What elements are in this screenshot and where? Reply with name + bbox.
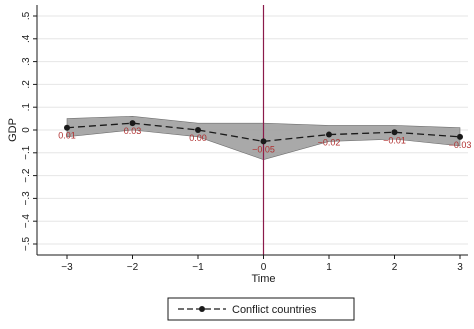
legend-box	[167, 297, 355, 321]
x-ticks: −3 −2 −1 0 1 2 3	[61, 255, 463, 273]
data-label: 0.03	[124, 126, 142, 136]
x-tick-label: −1	[192, 262, 204, 273]
data-point	[129, 120, 136, 127]
y-tick-label: −.3	[21, 191, 32, 206]
y-tick-label: .1	[21, 103, 32, 112]
y-tick-label: 0	[21, 127, 32, 133]
y-axis-title: GDP	[7, 118, 19, 142]
data-point	[326, 131, 332, 138]
x-tick-label: 0	[261, 262, 267, 273]
y-tick-label: −.1	[21, 145, 32, 160]
data-label: 0.01	[58, 131, 76, 141]
x-axis-title: Time	[251, 273, 275, 285]
x-tick-label: 2	[392, 262, 398, 273]
x-tick-label: 3	[457, 262, 463, 273]
y-tick-label: −.2	[21, 168, 32, 183]
x-tick-label: 1	[326, 262, 332, 273]
data-labels: 0.01 0.03 0.00 −0.05 −0.02 −0.01 −0.03	[58, 126, 471, 154]
data-point	[391, 129, 398, 136]
y-tick-label: −.4	[21, 214, 32, 229]
data-label: −0.01	[383, 135, 406, 145]
y-tick-label: .5	[21, 11, 32, 20]
data-label: −0.05	[252, 144, 275, 154]
x-tick-label: −2	[127, 262, 139, 273]
data-point	[195, 127, 201, 133]
series-group	[64, 120, 463, 145]
y-tick-label: .4	[21, 34, 32, 43]
y-ticks: .5 .4 .3 .2 .1 0 −.1 −.2 −.3 −.4 −.5	[21, 11, 37, 251]
x-tick-label: −3	[61, 262, 73, 273]
data-point	[260, 138, 267, 145]
legend: Conflict countries	[167, 297, 355, 321]
data-label: −0.02	[318, 138, 341, 148]
data-point	[457, 133, 463, 140]
y-tick-label: .3	[21, 57, 32, 66]
y-tick-label: .2	[21, 80, 32, 89]
legend-label: Conflict countries	[232, 304, 317, 316]
data-label: −0.03	[449, 140, 472, 150]
data-point	[64, 124, 70, 131]
legend-marker	[199, 306, 205, 312]
data-label: 0.00	[189, 133, 207, 143]
y-tick-label: −.5	[21, 236, 32, 251]
